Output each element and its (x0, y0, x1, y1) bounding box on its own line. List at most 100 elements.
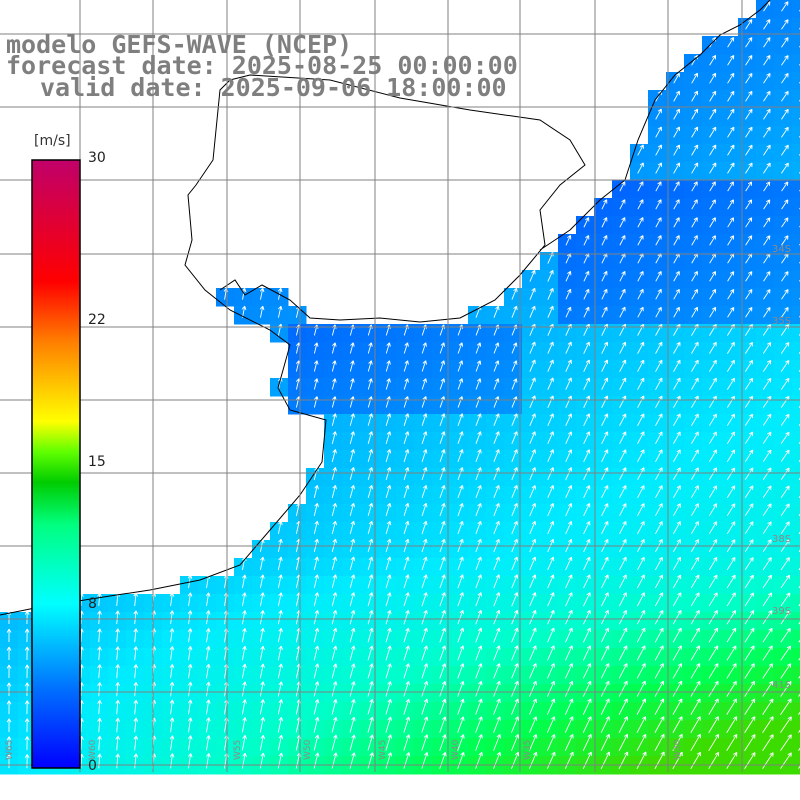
wind-arrow (637, 270, 644, 282)
wind-speed-cell (792, 90, 800, 109)
wind-arrow (493, 449, 500, 463)
wind-arrow (744, 645, 755, 661)
wind-arrow (763, 126, 771, 138)
wind-arrow (744, 680, 755, 697)
wind-arrow (511, 520, 518, 535)
wind-speed-cell (792, 702, 800, 721)
wind-arrow (313, 502, 319, 517)
wind-arrow (618, 609, 628, 625)
wind-arrow (385, 698, 392, 715)
wind-arrow (349, 431, 355, 444)
wind-arrow (673, 90, 680, 102)
wind-arrow (672, 610, 682, 625)
wind-arrow (403, 663, 410, 679)
wind-arrow (457, 520, 464, 535)
wind-arrow (583, 592, 591, 607)
wind-arrow (762, 752, 774, 769)
wind-arrow (277, 520, 283, 535)
title-model: modelo GEFS-WAVE (NCEP) (6, 30, 353, 59)
wind-arrow (421, 449, 428, 462)
wind-arrow (619, 574, 627, 589)
wind-arrow (457, 698, 465, 715)
wind-arrow (655, 503, 663, 517)
wind-arrow (529, 502, 536, 517)
wind-speed-cell (792, 612, 800, 631)
wind-arrow (349, 485, 356, 499)
wind-arrow (565, 306, 572, 318)
wind-arrow (493, 485, 500, 499)
wind-arrow (619, 288, 626, 300)
wind-arrow (637, 377, 645, 390)
wind-arrow (619, 199, 626, 210)
wind-arrow (690, 467, 699, 480)
wind-arrow (349, 592, 356, 607)
wind-arrow (529, 395, 536, 408)
wind-arrow (780, 413, 790, 426)
wind-arrow (313, 663, 320, 679)
wind-arrow (133, 717, 139, 733)
wind-arrow (583, 288, 590, 300)
wind-arrow (582, 733, 592, 751)
wind-arrow (421, 681, 429, 697)
wind-arrow (601, 288, 608, 300)
wind-arrow (97, 717, 102, 733)
wind-speed-cell (792, 72, 800, 91)
wind-arrow (529, 449, 536, 463)
wind-arrow (313, 752, 320, 769)
wind-arrow (331, 574, 338, 589)
wind-arrow (691, 271, 698, 282)
wind-arrow (528, 751, 538, 770)
colorbar-tick-label: 22 (88, 312, 106, 329)
wind-arrow (763, 162, 771, 174)
wind-speed-cell (792, 720, 800, 739)
wind-arrow (655, 323, 663, 336)
wind-arrow (403, 556, 410, 571)
wind-arrow (618, 698, 628, 715)
wind-arrow (763, 144, 771, 156)
wind-arrow (403, 609, 410, 625)
wind-arrow (744, 574, 754, 589)
wind-arrow (781, 289, 789, 300)
wind-arrow (708, 485, 718, 499)
wind-arrow (726, 680, 737, 697)
wind-arrow (313, 734, 320, 751)
wind-arrow (439, 645, 447, 661)
wind-arrow (780, 485, 790, 498)
wind-arrow (726, 359, 735, 372)
wind-arrow (654, 716, 665, 733)
wind-arrow (385, 645, 392, 661)
wind-arrow (403, 449, 410, 462)
wind-arrow (511, 305, 518, 318)
wind-speed-cell (792, 450, 800, 469)
wind-arrow (313, 592, 320, 607)
wind-arrow (205, 645, 211, 661)
wind-arrow (97, 753, 102, 769)
wind-arrow (709, 359, 717, 372)
wind-arrow (673, 485, 681, 499)
wind-arrow (439, 752, 447, 769)
wind-arrow (727, 144, 735, 156)
wind-speed-cell (792, 162, 800, 181)
wind-arrow (709, 108, 717, 120)
wind-arrow (331, 520, 337, 535)
latitude-label: 39S (772, 606, 791, 617)
wind-arrow (277, 592, 283, 607)
wind-arrow (636, 716, 647, 733)
wind-arrow (673, 72, 680, 84)
wind-arrow (690, 503, 699, 517)
wind-arrow (709, 181, 716, 192)
wind-arrow (385, 467, 392, 481)
wind-arrow (762, 413, 772, 426)
wind-arrow (547, 556, 555, 571)
wind-arrow (708, 521, 718, 535)
wind-arrow (529, 377, 536, 390)
wind-speed-cell (792, 684, 800, 703)
wind-arrow (673, 162, 681, 174)
wind-arrow (331, 699, 338, 715)
wind-arrow (367, 752, 374, 769)
wind-arrow (331, 556, 338, 571)
wind-arrow (565, 645, 573, 661)
wind-arrow (744, 734, 756, 751)
wind-arrow (511, 413, 518, 426)
wind-arrow (709, 72, 717, 84)
